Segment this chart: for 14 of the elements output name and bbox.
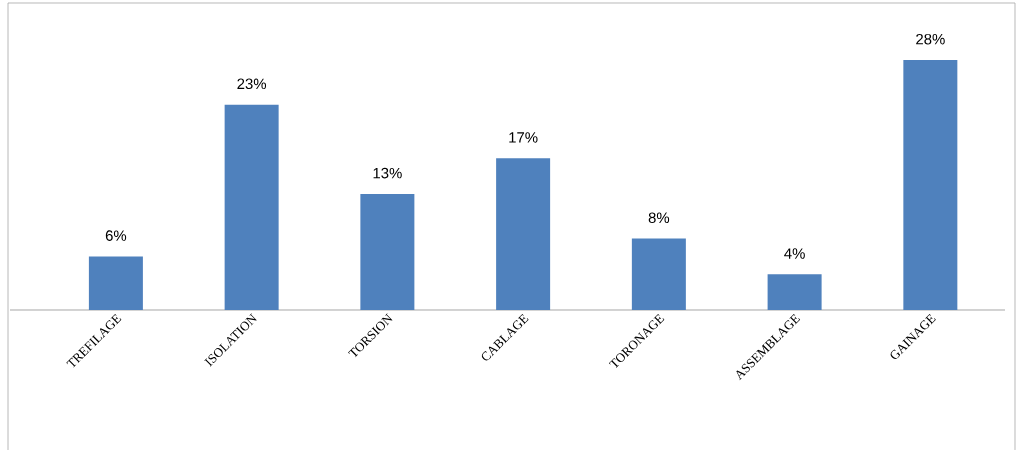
bar bbox=[767, 274, 822, 310]
bar bbox=[360, 193, 415, 310]
data-label: 8% bbox=[648, 212, 670, 224]
bar bbox=[224, 104, 279, 310]
bar bbox=[496, 158, 551, 310]
data-label: 13% bbox=[373, 167, 402, 179]
bar bbox=[88, 256, 143, 310]
bar bbox=[631, 238, 686, 310]
data-label: 17% bbox=[509, 132, 538, 143]
data-label: 23% bbox=[237, 78, 267, 90]
bar bbox=[903, 59, 958, 310]
data-label: 6% bbox=[105, 230, 127, 241]
data-label: 4% bbox=[784, 248, 805, 259]
data-label: 28% bbox=[916, 33, 945, 45]
